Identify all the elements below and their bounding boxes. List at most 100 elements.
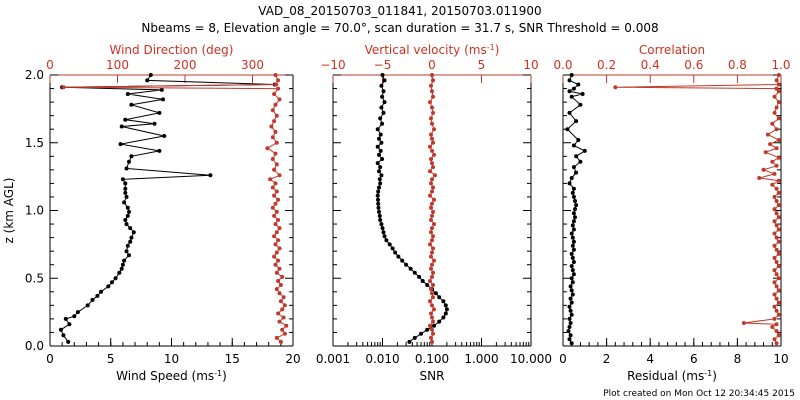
data-point-black: [123, 190, 128, 195]
data-point-black: [569, 264, 574, 269]
data-point-black: [378, 116, 383, 121]
data-point-red: [772, 219, 777, 224]
data-point-black: [63, 316, 68, 321]
data-point-black: [573, 199, 577, 203]
data-point-black: [444, 307, 449, 312]
data-point-red: [273, 222, 278, 227]
data-point-black: [376, 201, 381, 206]
data-point-black: [574, 203, 579, 208]
x-tick-label: 0.001: [316, 352, 350, 366]
data-point-black: [119, 124, 124, 129]
data-point-red: [772, 231, 777, 236]
data-point-red: [776, 227, 781, 232]
data-point-red: [776, 333, 781, 338]
x2-tick-label: 0.8: [728, 58, 747, 72]
data-point-black: [437, 295, 442, 300]
data-point-red: [272, 119, 277, 124]
data-point-red: [430, 136, 434, 141]
data-point-black: [569, 341, 574, 346]
data-point-black: [377, 136, 381, 141]
data-point-red: [277, 266, 282, 271]
data-point-red: [763, 150, 768, 155]
data-point-black: [569, 276, 574, 281]
data-point-red: [268, 177, 273, 182]
data-point-red: [280, 307, 285, 312]
data-point-red: [774, 146, 779, 151]
data-point-red: [269, 124, 274, 129]
data-point-red: [431, 319, 435, 324]
data-point-red: [430, 315, 434, 320]
data-point-black: [570, 223, 575, 228]
x-tick-label: 1.000: [464, 352, 498, 366]
data-point-black: [67, 322, 72, 327]
x2-axis-label: Vertical velocity (ms-1): [365, 43, 500, 58]
data-point-red: [430, 161, 434, 166]
data-point-black: [432, 323, 436, 328]
data-point-black: [378, 165, 383, 170]
data-point-red: [429, 266, 433, 271]
data-point-red: [278, 299, 283, 304]
x2-tick-label: 10: [523, 58, 538, 72]
data-point-red: [273, 102, 278, 107]
data-point-red: [772, 171, 777, 176]
data-point-red: [774, 296, 779, 301]
data-point-red: [429, 230, 433, 235]
data-point-black: [124, 166, 129, 171]
data-point-black: [378, 218, 383, 222]
data-point-red: [774, 322, 779, 327]
data-point-black: [565, 127, 570, 132]
data-point-black: [574, 119, 579, 124]
data-point-red: [270, 135, 275, 140]
x2-tick-label: 0.2: [597, 58, 616, 72]
data-point-black: [161, 97, 165, 102]
data-point-black: [573, 215, 577, 220]
data-point-black: [123, 181, 128, 186]
data-point-red: [429, 205, 433, 210]
x-axis-label: Residual (ms-1): [627, 369, 717, 384]
data-point-red: [430, 213, 434, 218]
data-point-black: [568, 296, 573, 301]
y-axis-label: z (km AGL): [2, 178, 16, 244]
data-point-red: [281, 295, 286, 300]
data-point-black: [380, 94, 385, 99]
data-point-red: [432, 127, 436, 132]
data-point-red: [776, 276, 781, 281]
data-point-red: [774, 308, 779, 313]
data-point-red: [431, 331, 435, 336]
data-point-black: [571, 247, 576, 252]
data-point-red: [772, 292, 777, 297]
data-point-black: [162, 134, 167, 138]
data-point-red: [276, 258, 281, 263]
data-point-red: [765, 132, 770, 137]
data-point-red: [280, 327, 285, 332]
data-point-black: [571, 86, 576, 91]
x2-tick-label: 0.4: [641, 58, 660, 72]
data-point-black: [569, 300, 574, 305]
data-point-black: [443, 303, 448, 308]
data-point-red: [274, 82, 279, 87]
data-point-red: [273, 129, 278, 134]
data-point-black: [382, 78, 387, 83]
data-point-black: [441, 315, 446, 320]
data-point-black: [425, 327, 430, 332]
data-point-black: [377, 152, 381, 157]
data-point-black: [568, 284, 573, 289]
x2-tick-label: 200: [174, 58, 197, 72]
data-point-black: [569, 176, 574, 180]
data-point-red: [277, 291, 282, 296]
data-point-black: [425, 283, 430, 287]
data-point-red: [429, 335, 433, 340]
data-point-black: [571, 165, 576, 170]
data-point-red: [430, 121, 434, 126]
data-point-red: [776, 138, 781, 142]
x2-tick-label: 100: [106, 58, 129, 72]
data-point-red: [431, 209, 435, 214]
data-point-black: [118, 142, 123, 147]
data-point-black: [570, 280, 575, 285]
data-point-black: [377, 185, 381, 190]
data-point-black: [129, 102, 134, 107]
data-point-red: [430, 262, 434, 267]
data-point-red: [428, 279, 432, 283]
data-point-red: [776, 239, 781, 244]
series-line-red: [615, 74, 781, 344]
